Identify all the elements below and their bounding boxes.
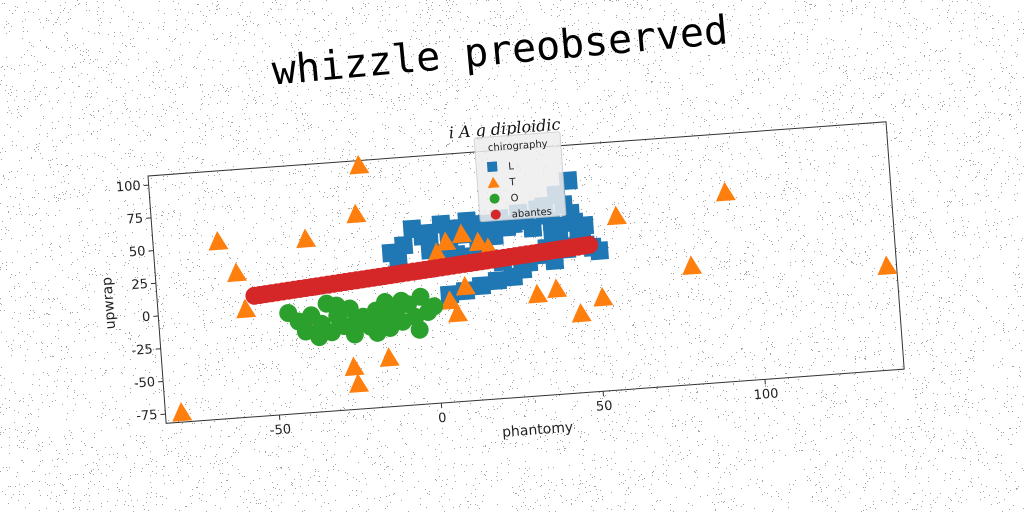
y-tick-label: -75 xyxy=(136,408,158,425)
y-tick-label: -50 xyxy=(133,375,155,392)
data-point xyxy=(503,267,524,287)
data-point xyxy=(346,203,367,224)
x-tick-label: 50 xyxy=(595,399,613,415)
y-axis-label: upwrap xyxy=(99,276,119,330)
legend-item-L: L xyxy=(486,161,515,173)
series-abantes xyxy=(245,235,599,305)
data-point xyxy=(348,312,367,331)
y-tick-label: 0 xyxy=(142,310,151,326)
data-point xyxy=(471,276,492,296)
x-tick-label: 0 xyxy=(438,411,447,427)
y-tick-label: 25 xyxy=(131,277,149,293)
data-point xyxy=(571,302,592,323)
legend-item-O: O xyxy=(489,193,519,205)
data-point xyxy=(208,230,229,251)
data-point xyxy=(344,356,365,377)
series-O xyxy=(279,287,444,347)
data-point xyxy=(593,286,614,307)
data-point xyxy=(425,297,444,316)
legend-marker xyxy=(490,209,501,220)
data-point xyxy=(436,231,457,251)
data-point xyxy=(411,287,430,306)
legend-marker xyxy=(487,176,500,189)
data-point xyxy=(528,283,549,304)
legend-label: T xyxy=(508,177,517,189)
legend-marker xyxy=(489,193,500,204)
data-point xyxy=(542,222,563,242)
data-point xyxy=(349,373,370,393)
data-point xyxy=(877,255,898,276)
data-point xyxy=(448,302,469,323)
data-point xyxy=(427,242,448,263)
legend-label: abantes xyxy=(511,207,552,221)
data-point xyxy=(172,402,193,422)
legend-item-abantes: abantes xyxy=(490,207,552,221)
x-tick-label: 100 xyxy=(753,386,779,403)
data-point xyxy=(574,215,595,236)
legend-label: L xyxy=(508,161,515,172)
data-point xyxy=(682,255,703,276)
legend-label: O xyxy=(510,193,519,205)
data-point xyxy=(580,235,599,254)
x-tick-label: -50 xyxy=(269,422,291,439)
data-point xyxy=(440,290,461,310)
data-point xyxy=(392,291,411,310)
data-point xyxy=(349,154,370,175)
data-point xyxy=(345,325,364,344)
y-tick-label: -25 xyxy=(131,342,153,359)
legend-marker xyxy=(486,161,498,173)
data-point xyxy=(410,320,429,339)
data-point xyxy=(379,347,400,367)
data-point xyxy=(468,231,489,252)
data-point xyxy=(452,223,473,244)
data-point xyxy=(368,323,387,342)
data-point xyxy=(487,270,508,291)
data-point xyxy=(455,275,476,296)
data-point xyxy=(310,328,329,347)
data-point xyxy=(227,262,248,283)
legend-title: chirography xyxy=(488,139,549,154)
x-axis-label: phantomy xyxy=(502,420,574,441)
data-point xyxy=(296,228,317,249)
y-tick-label: 75 xyxy=(126,211,144,227)
y-tick-label: 100 xyxy=(115,179,141,196)
data-point xyxy=(715,181,736,202)
data-point xyxy=(236,298,257,319)
data-point xyxy=(381,243,401,263)
y-tick-label: 50 xyxy=(128,244,146,260)
data-point xyxy=(547,278,568,299)
data-point xyxy=(327,296,346,315)
data-point xyxy=(606,205,627,226)
legend-item-T: T xyxy=(487,176,517,189)
plot-area: -50 0 50 100 -75 -50 -25 0 25 50 75 100 phantomy upwr… xyxy=(99,121,905,441)
